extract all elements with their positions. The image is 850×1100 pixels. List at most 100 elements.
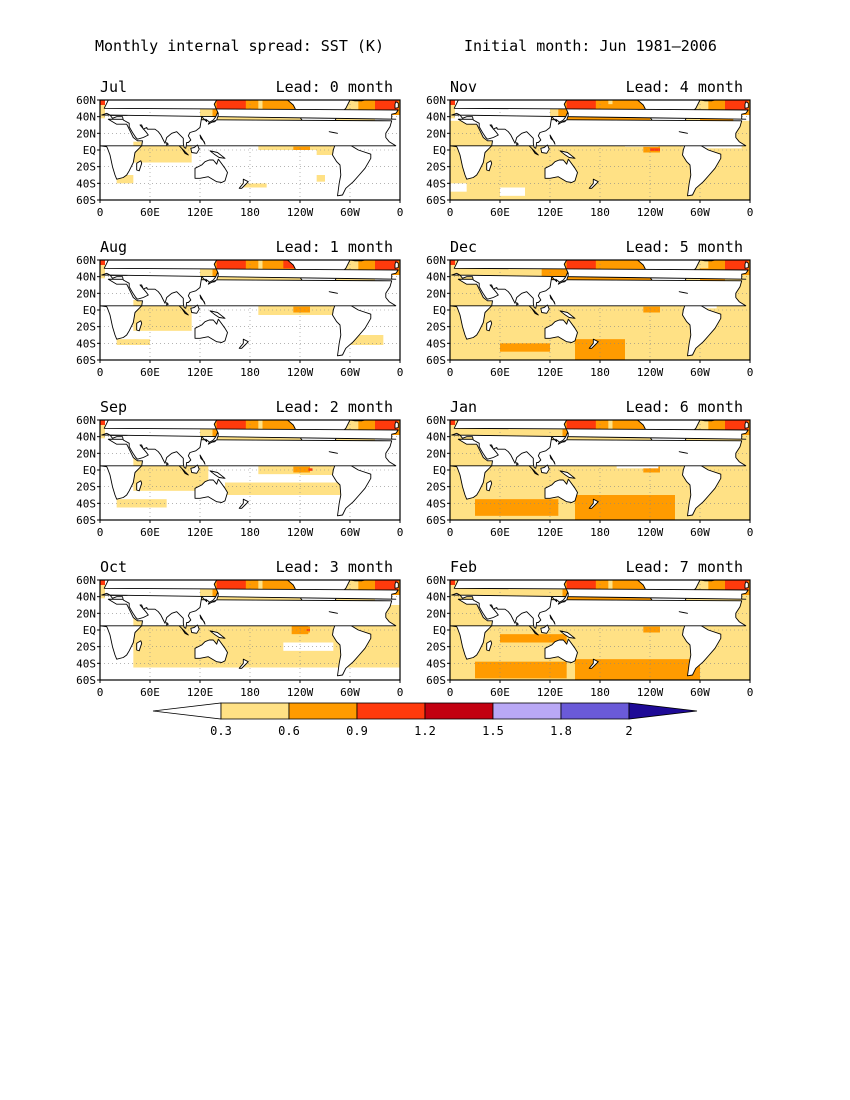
- continent-outline: [450, 118, 747, 180]
- continent-outline: [540, 464, 550, 474]
- lat-tick-label: 20S: [76, 481, 96, 494]
- continent-outline: [678, 131, 688, 134]
- continent-outline: [199, 614, 206, 625]
- lat-tick-label: 40S: [426, 337, 446, 350]
- lat-tick-label: EQ: [83, 624, 96, 637]
- lat-tick-label: EQ: [83, 464, 96, 477]
- lon-tick-label: 0: [97, 526, 104, 539]
- lat-tick-label: 60S: [426, 674, 446, 687]
- spread-region: [216, 420, 246, 430]
- lat-tick-label: 40N: [76, 271, 96, 284]
- continent-outline: [544, 638, 578, 663]
- lon-tick-label: 60W: [690, 366, 710, 379]
- colorbar-segment: [492, 702, 562, 720]
- continent-outline: [190, 304, 200, 314]
- spread-region: [450, 105, 455, 119]
- spread-region: [308, 175, 325, 182]
- lat-tick-label: EQ: [83, 304, 96, 317]
- spread-region: [293, 146, 310, 153]
- lon-tick-label: 60E: [140, 366, 160, 379]
- colorbar-segment: [220, 702, 290, 720]
- lon-tick-label: 180: [240, 526, 260, 539]
- panel-month-label: Dec: [450, 238, 477, 256]
- panel-lead-label: Lead: 4 month: [626, 78, 743, 96]
- continent-outline: [557, 432, 569, 445]
- colorbar-segment: [356, 702, 426, 720]
- lon-tick-label: 180: [590, 526, 610, 539]
- lon-tick-label: 120W: [287, 526, 314, 539]
- continent-outline: [166, 142, 169, 146]
- continent-outline: [588, 498, 599, 509]
- lon-tick-label: 60W: [340, 206, 360, 219]
- colorbar-segment: [424, 702, 494, 720]
- spread-region: [643, 466, 660, 473]
- lon-tick-label: 60E: [140, 686, 160, 699]
- lat-tick-label: 60N: [426, 574, 446, 587]
- low-spread-region: [100, 347, 200, 360]
- spread-region: [225, 482, 350, 495]
- colorbar-label: 1.2: [414, 724, 436, 738]
- lat-tick-label: 20N: [76, 127, 96, 140]
- continent-outline: [528, 145, 539, 156]
- lat-tick-label: 40S: [426, 497, 446, 510]
- continent-outline: [136, 480, 143, 492]
- panel-lead-label: Lead: 3 month: [276, 558, 393, 576]
- continent-outline: [100, 420, 399, 469]
- continent-outline: [332, 461, 372, 517]
- continent-outline: [528, 625, 539, 636]
- continent-outline: [178, 625, 189, 636]
- lon-tick-label: 0: [747, 686, 754, 699]
- continent-outline: [486, 160, 493, 172]
- panel-month-label: Feb: [450, 558, 477, 576]
- lat-tick-label: 60S: [426, 354, 446, 367]
- lon-tick-label: 0: [97, 366, 104, 379]
- continent-outline: [194, 638, 228, 663]
- continent-outline: [544, 478, 578, 503]
- spread-region: [100, 265, 105, 279]
- spread-region: [100, 425, 105, 439]
- continent-outline: [540, 144, 550, 154]
- continent-outline: [166, 462, 169, 466]
- continent-outline: [557, 112, 569, 125]
- continent-outline: [100, 580, 399, 629]
- continent-outline: [559, 630, 576, 639]
- continent-outline: [516, 462, 519, 466]
- low-spread-region: [250, 150, 317, 184]
- colorbar-segment: [288, 702, 358, 720]
- lon-tick-label: 60E: [140, 206, 160, 219]
- lat-tick-label: 40N: [76, 591, 96, 604]
- spread-region: [116, 175, 134, 184]
- spread-region: [241, 183, 267, 188]
- spread-region: [100, 585, 105, 599]
- lon-tick-label: 60E: [490, 526, 510, 539]
- colorbar-label: 1.5: [482, 724, 504, 738]
- lat-tick-label: 60S: [76, 674, 96, 687]
- lon-tick-label: 0: [397, 206, 404, 219]
- lon-tick-label: 120E: [537, 366, 564, 379]
- lon-tick-label: 120E: [187, 366, 214, 379]
- panel-month-label: Nov: [450, 78, 477, 96]
- continent-outline: [678, 291, 688, 294]
- spread-region: [450, 580, 455, 585]
- colorbar-label: 0.3: [210, 724, 232, 738]
- lon-tick-label: 120W: [287, 206, 314, 219]
- lat-tick-label: 60S: [426, 194, 446, 207]
- lon-tick-label: 0: [447, 206, 454, 219]
- spread-region: [725, 100, 749, 110]
- lat-tick-label: 20N: [426, 607, 446, 620]
- continent-outline: [450, 580, 749, 629]
- lat-tick-label: 20N: [426, 287, 446, 300]
- panel-lead-label: Lead: 2 month: [276, 398, 393, 416]
- spread-region: [375, 260, 399, 270]
- lon-tick-label: 0: [97, 206, 104, 219]
- continent-outline: [328, 131, 338, 134]
- spread-region: [475, 661, 567, 679]
- continent-outline: [199, 134, 206, 145]
- continent-outline: [450, 260, 749, 309]
- lat-tick-label: 40S: [76, 177, 96, 190]
- lon-tick-label: 120E: [537, 686, 564, 699]
- continent-outline: [209, 310, 226, 319]
- lon-tick-label: 120E: [187, 686, 214, 699]
